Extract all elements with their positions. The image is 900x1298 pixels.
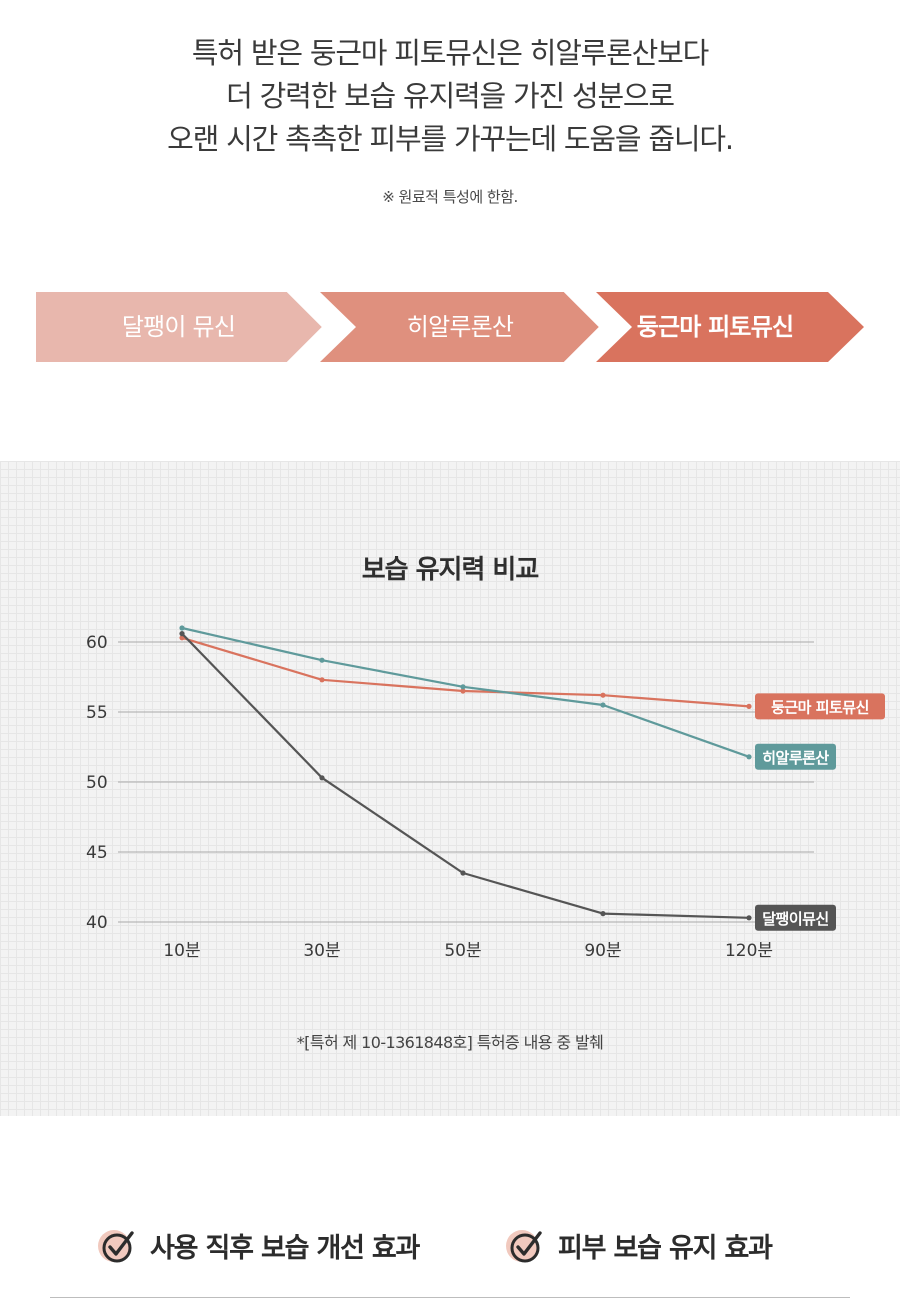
step-label-hyaluronic: 히알루론산 (406, 313, 514, 341)
data-point (600, 702, 606, 708)
x-tick-label: 120분 (725, 941, 773, 961)
x-tick-label: 90분 (584, 941, 621, 961)
step-arrow-3 (596, 292, 864, 362)
headline-line: 더 강력한 보습 유지력을 가진 성분으로 (226, 79, 675, 113)
legend-tag (755, 743, 836, 770)
legend-label: 달팽이뮤신 (762, 910, 829, 928)
legend-label: 둥근마 피토뮤신 (771, 698, 869, 716)
benefit-item-2: 피부 보습 유지 효과 (504, 1218, 773, 1272)
chart-footnote: *[특허 제 10-1361848호] 특허증 내용 중 발췌 (296, 1033, 604, 1052)
series-line-2 (181, 626, 750, 758)
check-circle-icon (506, 1230, 542, 1263)
data-point (460, 688, 466, 694)
benefits: 사용 직후 보습 개선 효과 피부 보습 유지 효과 (0, 1218, 900, 1278)
data-point (319, 775, 325, 781)
data-point (600, 692, 606, 698)
data-point (179, 631, 185, 637)
y-tick-label: 55 (86, 703, 108, 723)
step-label-phytomucin: 둥근마 피토뮤신 (636, 313, 794, 341)
headline-line: 특허 받은 둥근마 피토뮤신은 히알루론산보다 (191, 36, 709, 70)
chart-title: 보습 유지력 비교 (361, 555, 540, 585)
headline: 특허 받은 둥근마 피토뮤신은 히알루론산보다 더 강력한 보습 유지력을 가진… (0, 32, 900, 161)
y-tick-label: 50 (86, 773, 108, 793)
data-point (746, 915, 752, 921)
legend-tag (755, 904, 836, 931)
step-divider-2 (563, 290, 608, 364)
benefit-label: 사용 직후 보습 개선 효과 (150, 1232, 420, 1264)
x-tick-label: 10분 (163, 941, 200, 961)
benefit-item-1: 사용 직후 보습 개선 효과 (96, 1218, 420, 1272)
y-tick-label: 40 (86, 913, 108, 933)
check-circle-icon (98, 1230, 134, 1263)
ingredient-steps: 달팽이 뮤신 히알루론산 둥근마 피토뮤신 (0, 290, 900, 364)
data-point (600, 911, 606, 917)
data-point (179, 625, 185, 631)
step-label-snail: 달팽이 뮤신 (121, 313, 236, 341)
headline-line: 오랜 시간 촉촉한 피부를 가꾸는데 도움을 줍니다. (167, 122, 734, 156)
data-point (319, 677, 325, 683)
x-tick-label: 50분 (444, 941, 481, 961)
benefit-label: 피부 보습 유지 효과 (558, 1232, 773, 1264)
series-line-3 (181, 632, 750, 919)
y-tick-label: 60 (86, 633, 108, 653)
steps-arrows (36, 290, 864, 364)
step-divider-1 (286, 290, 331, 364)
data-point (319, 657, 325, 663)
chart-panel: 보습 유지력 비교 60 55 50 45 40 10분 30분 50분 90분 120분 둥근마 … (0, 461, 900, 1116)
legend-label: 히알루론산 (762, 749, 829, 767)
data-point (460, 684, 466, 690)
data-point (746, 754, 752, 760)
step-arrow-1 (36, 292, 325, 362)
x-tick-label: 30분 (303, 941, 340, 961)
data-point (460, 870, 466, 876)
y-tick-label: 45 (86, 843, 108, 863)
data-point (746, 703, 752, 709)
line-chart: 60 55 50 45 40 10분 30분 50분 90분 120분 둥근마 피토뮤신히알루론산달… (86, 625, 885, 961)
legend-tag (755, 693, 885, 720)
headline-note: ※ 원료적 특성에 한함. (382, 188, 518, 206)
step-arrow-2 (320, 292, 601, 362)
